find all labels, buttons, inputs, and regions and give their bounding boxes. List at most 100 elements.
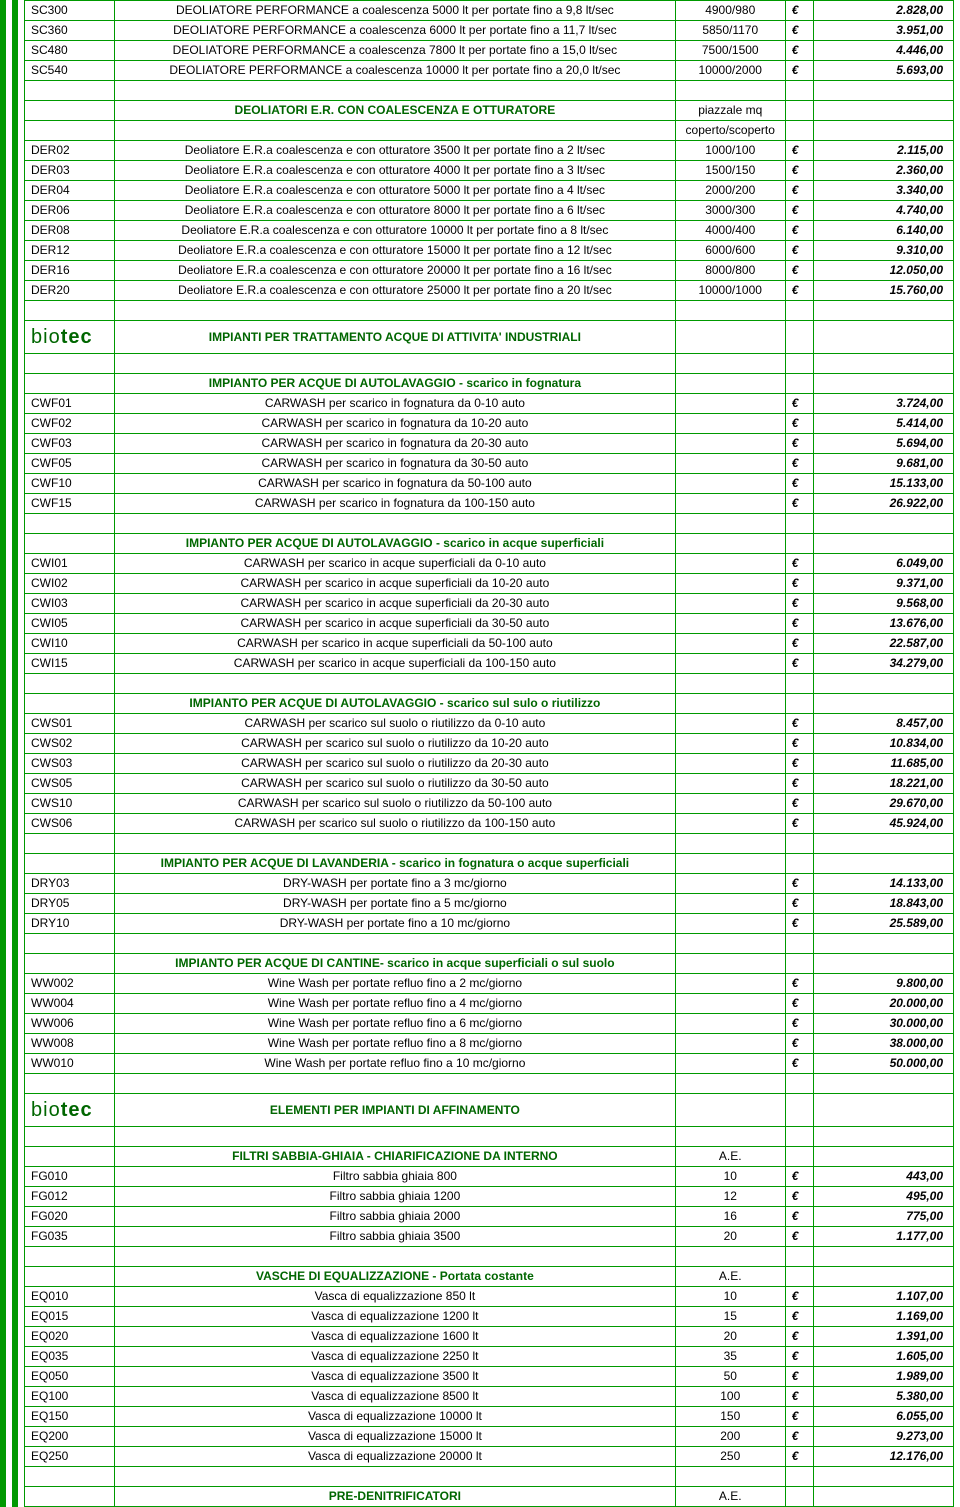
item-code: EQ200 [25,1427,115,1447]
item-spec: 4900/980 [675,1,785,21]
euro-symbol: € [785,774,813,794]
euro-symbol: € [785,894,813,914]
item-desc: CARWASH per scarico in acque superficial… [115,594,676,614]
item-spec [675,1054,785,1074]
item-desc: DEOLIATORE PERFORMANCE a coalescenza 500… [115,1,676,21]
euro-symbol: € [785,634,813,654]
item-code: DER04 [25,181,115,201]
item-code: CWS05 [25,774,115,794]
item-code: CWI01 [25,554,115,574]
euro-symbol: € [785,1287,813,1307]
euro-symbol: € [785,261,813,281]
item-spec [675,914,785,934]
item-price: 775,00 [813,1207,953,1227]
item-price: 2.115,00 [813,141,953,161]
item-price: 26.922,00 [813,494,953,514]
item-spec: 20 [675,1327,785,1347]
item-spec: 7500/1500 [675,41,785,61]
euro-symbol: € [785,594,813,614]
item-code: DER16 [25,261,115,281]
section-spec: A.E. [675,1147,785,1167]
item-price: 1.989,00 [813,1367,953,1387]
euro-symbol: € [785,1014,813,1034]
item-code: CWI02 [25,574,115,594]
item-price: 13.676,00 [813,614,953,634]
item-spec: 100 [675,1387,785,1407]
euro-symbol: € [785,1407,813,1427]
euro-symbol: € [785,654,813,674]
item-desc: CARWASH per scarico sul suolo o riutiliz… [115,774,676,794]
euro-symbol: € [785,454,813,474]
item-desc: CARWASH per scarico in acque superficial… [115,614,676,634]
item-spec [675,874,785,894]
item-code: SC480 [25,41,115,61]
item-code: EQ250 [25,1447,115,1467]
item-price: 15.760,00 [813,281,953,301]
item-code: CWF01 [25,394,115,414]
item-spec: 20 [675,1227,785,1247]
item-spec [675,574,785,594]
item-spec: 12 [675,1187,785,1207]
section-spec [675,694,785,714]
item-desc: CARWASH per scarico in fognatura da 10-2… [115,414,676,434]
item-desc: DRY-WASH per portate fino a 10 mc/giorno [115,914,676,934]
item-desc: Filtro sabbia ghiaia 3500 [115,1227,676,1247]
item-code: DER06 [25,201,115,221]
euro-symbol: € [785,221,813,241]
section-header: DEOLIATORI E.R. CON COALESCENZA E OTTURA… [115,101,676,121]
section-spec [675,954,785,974]
euro-symbol: € [785,1367,813,1387]
item-price: 5.693,00 [813,61,953,81]
item-code: DRY05 [25,894,115,914]
section-header: FILTRI SABBIA-GHIAIA - CHIARIFICAZIONE D… [115,1147,676,1167]
item-desc: Wine Wash per portate refluo fino a 4 mc… [115,994,676,1014]
item-code: FG012 [25,1187,115,1207]
item-spec [675,894,785,914]
item-spec [675,634,785,654]
euro-symbol: € [785,494,813,514]
item-spec: 4000/400 [675,221,785,241]
item-price: 3.951,00 [813,21,953,41]
item-spec [675,554,785,574]
item-price: 9.800,00 [813,974,953,994]
item-code: CWF10 [25,474,115,494]
item-desc: DEOLIATORE PERFORMANCE a coalescenza 100… [115,61,676,81]
item-desc: Filtro sabbia ghiaia 1200 [115,1187,676,1207]
item-price: 38.000,00 [813,1034,953,1054]
euro-symbol: € [785,241,813,261]
item-price: 9.310,00 [813,241,953,261]
item-desc: Deoliatore E.R.a coalescenza e con ottur… [115,141,676,161]
euro-symbol: € [785,141,813,161]
euro-symbol: € [785,61,813,81]
item-price: 1.177,00 [813,1227,953,1247]
item-code: FG020 [25,1207,115,1227]
item-desc: Vasca di equalizzazione 1600 lt [115,1327,676,1347]
item-spec: 1500/150 [675,161,785,181]
item-spec [675,974,785,994]
item-desc: Vasca di equalizzazione 10000 lt [115,1407,676,1427]
item-price: 443,00 [813,1167,953,1187]
item-code: WW010 [25,1054,115,1074]
euro-symbol: € [785,281,813,301]
section-spec: piazzale mq [675,101,785,121]
item-spec: 200 [675,1427,785,1447]
section-header: IMPIANTO PER ACQUE DI CANTINE- scarico i… [115,954,676,974]
item-price: 8.457,00 [813,714,953,734]
item-price: 14.133,00 [813,874,953,894]
euro-symbol: € [785,814,813,834]
section-spec: coperto/scoperto [675,121,785,141]
item-code: EQ035 [25,1347,115,1367]
section-spec [675,854,785,874]
item-desc: Filtro sabbia ghiaia 2000 [115,1207,676,1227]
item-price: 25.589,00 [813,914,953,934]
item-code: CWS03 [25,754,115,774]
item-price: 22.587,00 [813,634,953,654]
euro-symbol: € [785,1387,813,1407]
item-desc: CARWASH per scarico sul suolo o riutiliz… [115,794,676,814]
item-price: 12.050,00 [813,261,953,281]
item-code: CWI15 [25,654,115,674]
category-title: IMPIANTI PER TRATTAMENTO ACQUE DI ATTIVI… [115,321,676,354]
item-code: WW006 [25,1014,115,1034]
item-spec: 10 [675,1167,785,1187]
euro-symbol: € [785,1,813,21]
